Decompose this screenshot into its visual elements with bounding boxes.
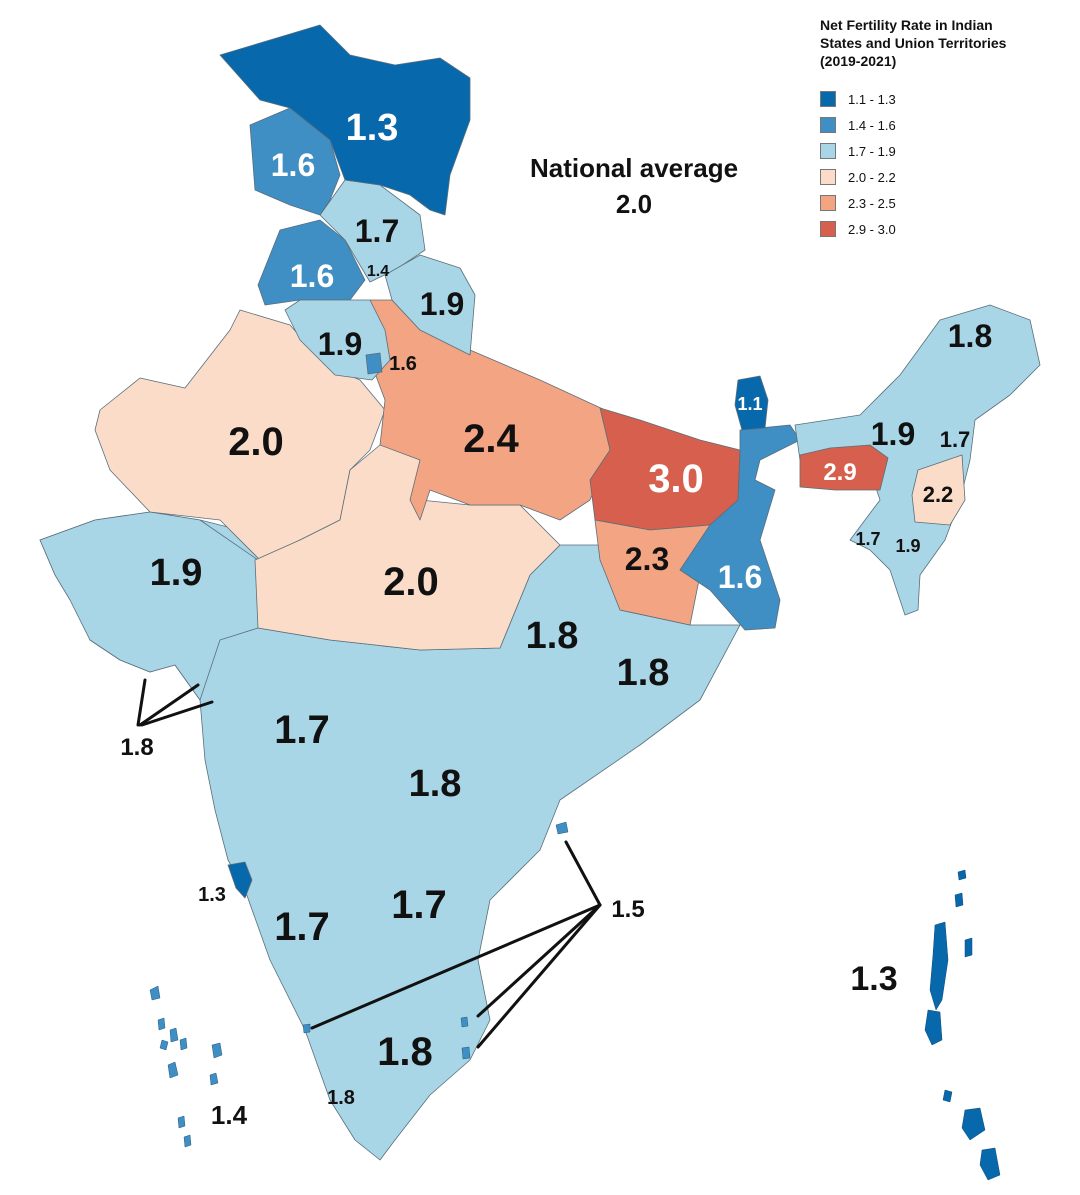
label-manipur: 2.2 xyxy=(923,482,954,507)
legend: Net Fertility Rate in Indian States and … xyxy=(820,16,1060,242)
label-goa: 1.3 xyxy=(198,884,226,906)
label-bihar: 3.0 xyxy=(648,457,704,501)
legend-item: 1.1 - 1.3 xyxy=(820,86,1060,112)
legend-label: 2.3 - 2.5 xyxy=(848,195,896,211)
legend-swatch xyxy=(820,91,836,107)
label-jharkhand: 2.3 xyxy=(625,541,669,577)
national-average-label: National average xyxy=(529,153,739,183)
label-arunachal: 1.8 xyxy=(948,318,992,354)
legend-label: 1.7 - 1.9 xyxy=(848,143,896,159)
legend-swatch xyxy=(820,117,836,133)
national-average-value: 2.0 xyxy=(615,189,653,219)
label-uttar-pradesh: 2.4 xyxy=(463,417,519,461)
label-gujarat: 1.9 xyxy=(150,552,203,594)
label-andhra: 1.7 xyxy=(391,883,447,927)
label-himachal: 1.7 xyxy=(355,213,399,249)
label-delhi: 1.6 xyxy=(389,353,417,375)
label-jammu-kashmir: 1.3 xyxy=(346,107,399,149)
label-tripura: 1.7 xyxy=(855,529,880,549)
legend-label: 2.9 - 3.0 xyxy=(848,221,896,237)
label-nagaland: 1.7 xyxy=(940,427,971,452)
label-west-bengal: 1.6 xyxy=(718,559,762,595)
jk-ladakh-region xyxy=(219,24,471,216)
label-chandigarh: 1.4 xyxy=(367,263,389,280)
label-meghalaya: 2.9 xyxy=(823,459,856,486)
national-average: National average 2.0 xyxy=(505,150,763,222)
gujarat-region xyxy=(39,511,259,701)
legend-label: 1.4 - 1.6 xyxy=(848,117,896,133)
label-sikkim: 1.1 xyxy=(737,394,762,414)
label-ladakh-west: 1.6 xyxy=(271,147,315,183)
legend-item: 2.9 - 3.0 xyxy=(820,216,1060,242)
legend-swatch xyxy=(820,221,836,237)
goa-region xyxy=(227,861,253,899)
label-madhya-pradesh: 2.0 xyxy=(383,560,439,604)
uttarakhand-region xyxy=(384,254,476,356)
label-dadra-daman-diu: 1.8 xyxy=(120,734,153,761)
label-maharashtra: 1.7 xyxy=(274,708,330,752)
legend-swatch xyxy=(820,169,836,185)
legend-item: 2.0 - 2.2 xyxy=(820,164,1060,190)
label-odisha: 1.8 xyxy=(617,652,670,694)
label-chhattisgarh: 1.8 xyxy=(526,615,579,657)
label-lakshadweep: 1.4 xyxy=(211,1100,248,1130)
andaman-nicobar-islands xyxy=(924,869,1001,1181)
jharkhand-region xyxy=(594,519,711,626)
label-telangana: 1.8 xyxy=(409,763,462,805)
legend-item: 1.4 - 1.6 xyxy=(820,112,1060,138)
label-kerala: 1.8 xyxy=(327,1087,355,1109)
label-haryana: 1.9 xyxy=(318,326,362,362)
label-tamil-nadu: 1.8 xyxy=(377,1030,433,1074)
legend-label: 1.1 - 1.3 xyxy=(848,91,896,107)
rajasthan-region xyxy=(94,309,386,561)
label-mizoram: 1.9 xyxy=(895,536,920,556)
legend-label: 2.0 - 2.2 xyxy=(848,169,896,185)
legend-item: 1.7 - 1.9 xyxy=(820,138,1060,164)
legend-item: 2.3 - 2.5 xyxy=(820,190,1060,216)
legend-swatch xyxy=(820,143,836,159)
manipur-region xyxy=(911,454,966,526)
label-punjab: 1.6 xyxy=(290,258,334,294)
puducherry-enclaves xyxy=(302,821,569,1060)
label-rajasthan: 2.0 xyxy=(228,420,284,464)
meghalaya-region xyxy=(799,444,889,491)
label-andaman-nicobar: 1.3 xyxy=(850,960,897,998)
west-bengal-region xyxy=(679,424,801,631)
label-puducherry: 1.5 xyxy=(611,896,644,923)
leader-lines xyxy=(136,678,602,1049)
label-assam: 1.9 xyxy=(871,416,915,452)
label-karnataka: 1.7 xyxy=(274,905,330,949)
delhi-region xyxy=(365,352,383,375)
legend-title: Net Fertility Rate in Indian States and … xyxy=(820,17,1007,69)
legend-swatch xyxy=(820,195,836,211)
label-uttarakhand: 1.9 xyxy=(420,286,464,322)
lakshadweep-islands xyxy=(149,985,223,1148)
sikkim-region xyxy=(734,375,769,431)
